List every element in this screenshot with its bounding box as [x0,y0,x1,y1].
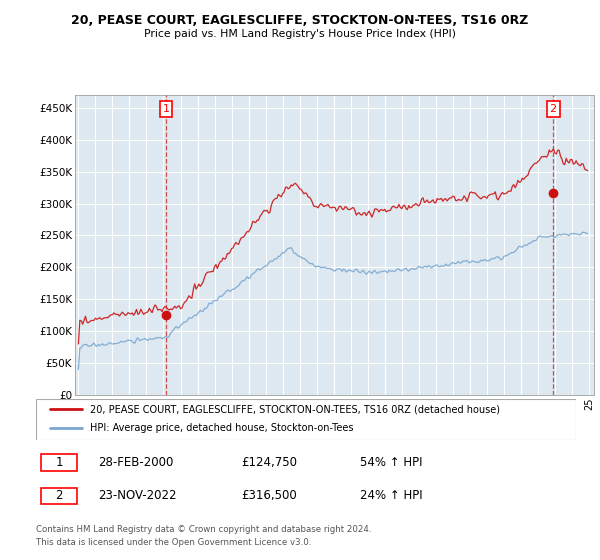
FancyBboxPatch shape [41,454,77,471]
Text: 20, PEASE COURT, EAGLESCLIFFE, STOCKTON-ON-TEES, TS16 0RZ (detached house): 20, PEASE COURT, EAGLESCLIFFE, STOCKTON-… [90,404,500,414]
Text: HPI: Average price, detached house, Stockton-on-Tees: HPI: Average price, detached house, Stoc… [90,423,353,433]
Text: 24% ↑ HPI: 24% ↑ HPI [360,489,422,502]
Text: 2: 2 [550,104,557,114]
Text: 2: 2 [55,489,63,502]
Text: £124,750: £124,750 [241,456,297,469]
Text: Price paid vs. HM Land Registry's House Price Index (HPI): Price paid vs. HM Land Registry's House … [144,29,456,39]
Text: 1: 1 [55,456,63,469]
Text: Contains HM Land Registry data © Crown copyright and database right 2024.: Contains HM Land Registry data © Crown c… [36,525,371,534]
Text: 20, PEASE COURT, EAGLESCLIFFE, STOCKTON-ON-TEES, TS16 0RZ: 20, PEASE COURT, EAGLESCLIFFE, STOCKTON-… [71,14,529,27]
Text: 1: 1 [163,104,170,114]
Text: £316,500: £316,500 [241,489,297,502]
Text: 23-NOV-2022: 23-NOV-2022 [98,489,176,502]
FancyBboxPatch shape [41,488,77,504]
Text: 28-FEB-2000: 28-FEB-2000 [98,456,173,469]
Text: 54% ↑ HPI: 54% ↑ HPI [360,456,422,469]
Text: This data is licensed under the Open Government Licence v3.0.: This data is licensed under the Open Gov… [36,538,311,547]
FancyBboxPatch shape [36,399,576,440]
